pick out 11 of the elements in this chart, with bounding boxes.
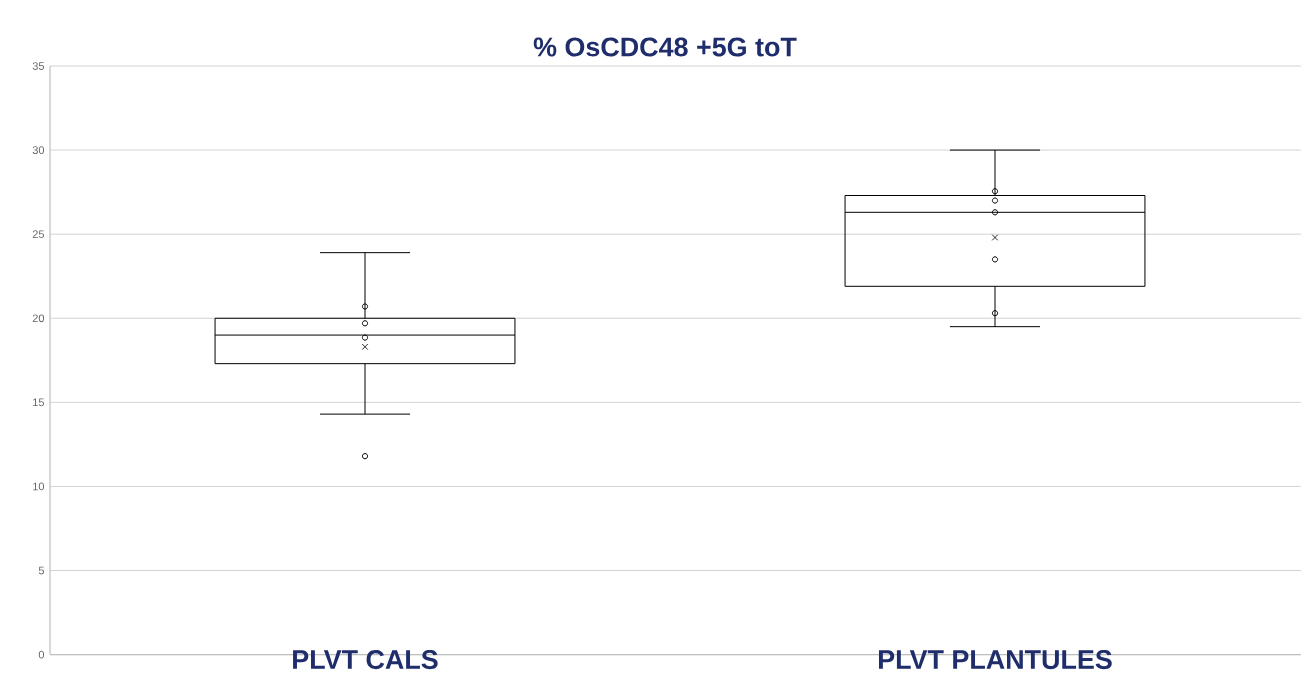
x-tick-label: PLVT CALS bbox=[293, 650, 438, 670]
y-tick-label: 10 bbox=[33, 482, 45, 491]
y-tick-label: 35 bbox=[32, 62, 45, 70]
y-tick-label: 25 bbox=[32, 230, 45, 239]
y-tick-label: 5 bbox=[38, 566, 45, 575]
x-tick-label: PLVT PLANTULES bbox=[878, 650, 1112, 670]
y-tick-label: 0 bbox=[38, 650, 45, 659]
y-tick-label: 30 bbox=[32, 146, 45, 154]
y-tick-label: 15 bbox=[33, 398, 45, 407]
chart-title: % OsCDC48 +5G toT bbox=[533, 37, 797, 57]
y-tick-label: 20 bbox=[32, 314, 45, 323]
